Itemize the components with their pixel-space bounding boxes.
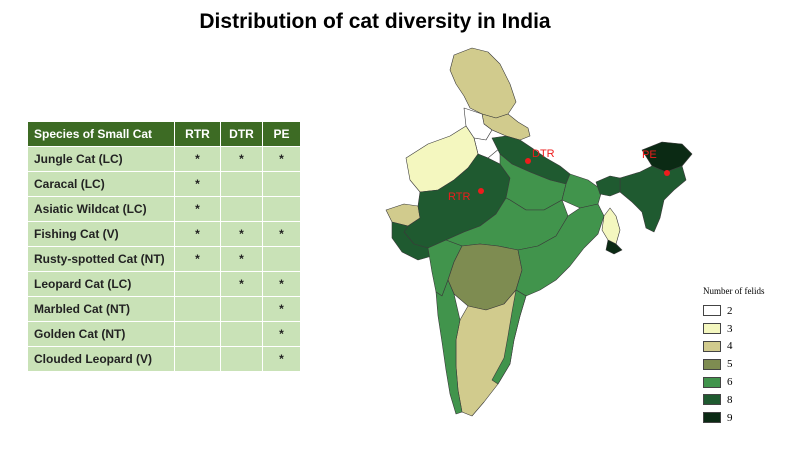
legend-label: 8 bbox=[727, 393, 733, 406]
cell-rtr bbox=[174, 296, 220, 321]
header-pe: PE bbox=[262, 122, 300, 146]
legend-label: 9 bbox=[727, 411, 733, 424]
cell-pe: * bbox=[262, 346, 300, 371]
cell-dtr bbox=[220, 171, 262, 196]
site-marker-rtr bbox=[478, 188, 484, 194]
region-northeast bbox=[619, 165, 687, 233]
species-name: Marbled Cat (NT) bbox=[28, 296, 174, 321]
cell-pe: * bbox=[262, 321, 300, 346]
species-name: Rusty-spotted Cat (NT) bbox=[28, 246, 174, 271]
table-row: Asiatic Wildcat (LC) * bbox=[28, 196, 300, 221]
species-name: Jungle Cat (LC) bbox=[28, 146, 174, 171]
cell-rtr bbox=[174, 346, 220, 371]
site-label-dtr: DTR bbox=[532, 148, 555, 160]
table-row: Marbled Cat (NT) * bbox=[28, 296, 300, 321]
site-marker-pe bbox=[664, 170, 670, 176]
site-marker-dtr bbox=[525, 158, 531, 164]
map-legend: Number of felids 2 3 4 5 6 8 9 bbox=[703, 286, 764, 427]
legend-swatch bbox=[703, 340, 721, 352]
legend-item: 5 bbox=[703, 355, 764, 373]
species-name: Clouded Leopard (V) bbox=[28, 346, 174, 371]
cell-dtr bbox=[220, 346, 262, 371]
species-name: Golden Cat (NT) bbox=[28, 321, 174, 346]
cell-pe: * bbox=[262, 146, 300, 171]
legend-label: 6 bbox=[727, 376, 733, 389]
cell-rtr: * bbox=[174, 146, 220, 171]
legend-swatch bbox=[703, 412, 721, 424]
table-row: Jungle Cat (LC) * * * bbox=[28, 146, 300, 171]
region-jammu-kashmir bbox=[449, 47, 517, 119]
region-north-bengal bbox=[595, 175, 621, 197]
cell-dtr bbox=[220, 296, 262, 321]
legend-swatch bbox=[703, 305, 721, 317]
species-name: Leopard Cat (LC) bbox=[28, 271, 174, 296]
header-species: Species of Small Cat bbox=[28, 122, 174, 146]
cell-dtr: * bbox=[220, 246, 262, 271]
cell-pe: * bbox=[262, 221, 300, 246]
india-map: RTR DTR PE bbox=[385, 47, 693, 417]
cell-dtr bbox=[220, 196, 262, 221]
legend-item: 2 bbox=[703, 302, 764, 320]
header-dtr: DTR bbox=[220, 122, 262, 146]
region-western-ghats bbox=[435, 279, 463, 415]
cell-rtr bbox=[174, 271, 220, 296]
legend-label: 2 bbox=[727, 304, 733, 317]
cell-dtr: * bbox=[220, 146, 262, 171]
cell-pe bbox=[262, 246, 300, 271]
legend-title: Number of felids bbox=[703, 286, 765, 296]
cell-dtr bbox=[220, 321, 262, 346]
region-west-bengal bbox=[601, 207, 621, 245]
table-header-row: Species of Small Cat RTR DTR PE bbox=[28, 122, 300, 146]
cell-rtr bbox=[174, 321, 220, 346]
region-eastern-ghats bbox=[491, 289, 527, 385]
table-row: Leopard Cat (LC) * * bbox=[28, 271, 300, 296]
cell-pe bbox=[262, 171, 300, 196]
cell-rtr: * bbox=[174, 171, 220, 196]
legend-swatch bbox=[703, 376, 721, 388]
legend-swatch bbox=[703, 394, 721, 406]
cell-pe bbox=[262, 196, 300, 221]
legend-items: 2 3 4 5 6 8 9 bbox=[703, 302, 764, 427]
cell-rtr: * bbox=[174, 196, 220, 221]
legend-item: 9 bbox=[703, 409, 764, 427]
cell-pe: * bbox=[262, 296, 300, 321]
legend-item: 3 bbox=[703, 320, 764, 338]
table-row: Fishing Cat (V) * * * bbox=[28, 221, 300, 246]
species-table: Species of Small Cat RTR DTR PE Jungle C… bbox=[28, 122, 300, 371]
legend-item: 6 bbox=[703, 373, 764, 391]
table-row: Clouded Leopard (V) * bbox=[28, 346, 300, 371]
table-row: Caracal (LC) * bbox=[28, 171, 300, 196]
legend-label: 4 bbox=[727, 340, 733, 353]
table-row: Rusty-spotted Cat (NT) * * bbox=[28, 246, 300, 271]
legend-item: 8 bbox=[703, 391, 764, 409]
legend-swatch bbox=[703, 358, 721, 370]
region-sundarbans bbox=[605, 239, 623, 255]
species-name: Asiatic Wildcat (LC) bbox=[28, 196, 174, 221]
species-name: Caracal (LC) bbox=[28, 171, 174, 196]
header-rtr: RTR bbox=[174, 122, 220, 146]
cell-pe: * bbox=[262, 271, 300, 296]
site-label-rtr: RTR bbox=[448, 191, 470, 203]
legend-swatch bbox=[703, 323, 721, 335]
table-row: Golden Cat (NT) * bbox=[28, 321, 300, 346]
legend-label: 3 bbox=[727, 322, 733, 335]
cell-dtr: * bbox=[220, 271, 262, 296]
site-label-pe: PE bbox=[642, 149, 657, 161]
legend-label: 5 bbox=[727, 358, 733, 371]
page-title: Distribution of cat diversity in India bbox=[199, 10, 551, 33]
region-bihar bbox=[561, 173, 603, 209]
species-name: Fishing Cat (V) bbox=[28, 221, 174, 246]
cell-rtr: * bbox=[174, 221, 220, 246]
legend-item: 4 bbox=[703, 338, 764, 356]
cell-rtr: * bbox=[174, 246, 220, 271]
cell-dtr: * bbox=[220, 221, 262, 246]
